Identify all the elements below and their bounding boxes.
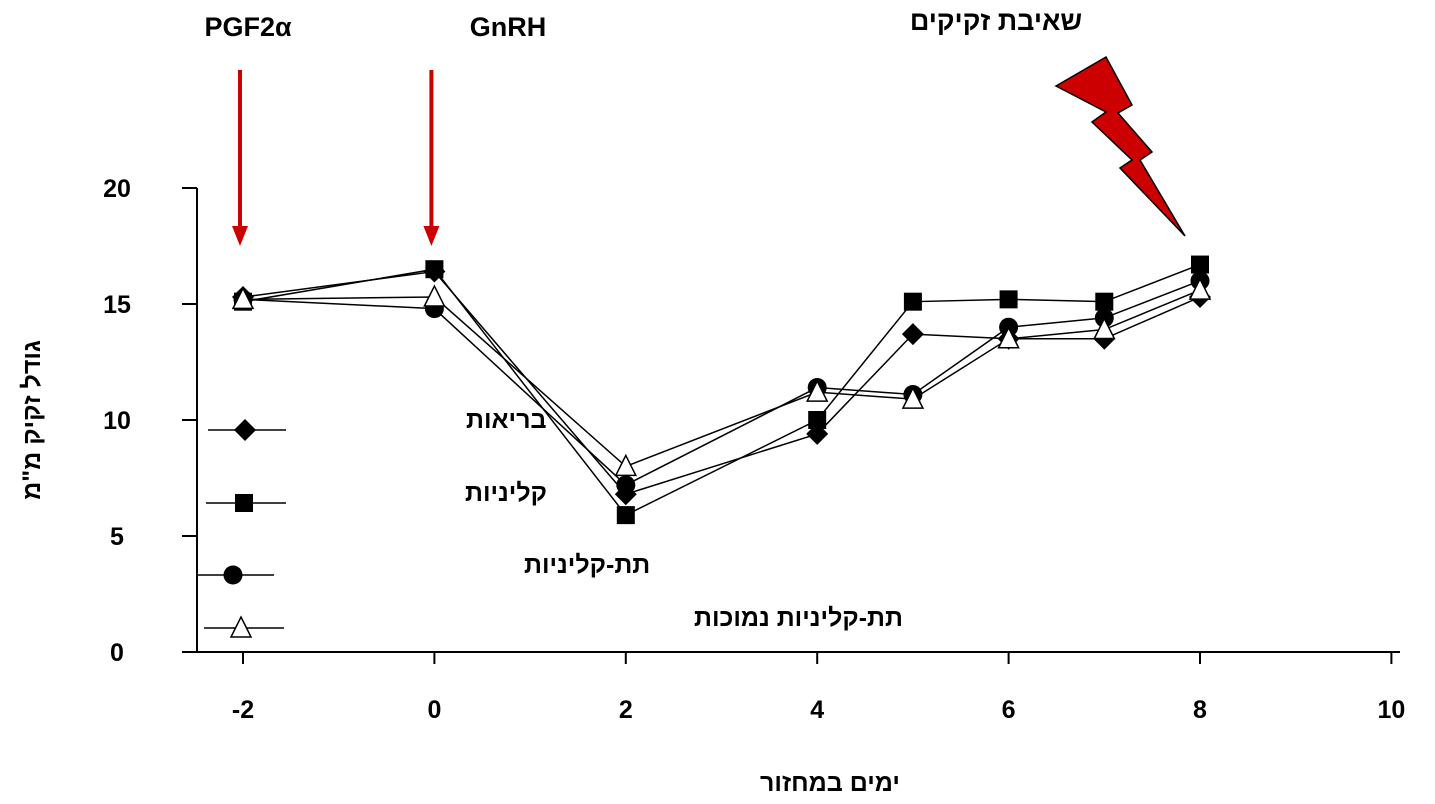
data-point-square [1095,292,1114,311]
x-tick-label: 8 [1193,696,1207,724]
annotation-label: שאיבת זקיקים [910,6,1082,36]
x-tick-label: 0 [427,696,441,724]
legend-label: קליניות [465,479,547,507]
series-markers [231,255,1212,525]
y-axis-label: גודל זקיק מ"מ [18,340,46,500]
red-arrow-head [423,226,440,246]
annotation-label: GnRH [470,12,547,42]
x-tick-label: 6 [1002,696,1016,724]
x-tick-label: -2 [232,696,254,724]
x-tick-label: 10 [1377,696,1405,724]
red-arrow-head [232,226,248,246]
axes [182,188,1400,653]
data-point-square [999,290,1018,309]
y-tick-label: 20 [103,175,131,203]
y-tick-label: 10 [103,407,131,435]
legend-label: בריאות [466,406,547,434]
x-axis-label: ימים במחזור [760,769,900,797]
series-line-circle [242,280,1201,486]
series-line-triangle [242,289,1201,468]
legend: בריאות קליניות תת-קליניות תת-קליניות נמוכות [198,406,903,638]
data-point-triangle [231,286,255,310]
data-point-square [903,292,922,311]
legend-marker-circle [223,565,243,585]
y-tick-label: 0 [110,639,124,667]
data-point-square [808,411,827,429]
data-point-triangle [901,386,925,409]
annotations: PGF2α GnRH שאיבת זקיקים [204,6,1186,246]
data-point-triangle [805,379,829,402]
data-point-circle [616,475,636,495]
legend-marker-triangle [229,615,253,638]
data-point-diamond [901,323,924,346]
y-tick-label: 5 [110,523,124,551]
data-point-triangle [997,326,1020,349]
annotation-label: PGF2α [204,12,292,42]
y-tick-label: 15 [103,291,131,319]
axis-ticks: -2 0 2 4 6 8 10 0 5 10 15 20 [103,175,1405,724]
data-point-triangle [614,453,638,477]
legend-label: תת-קליניות [524,551,650,579]
x-tick-label: 2 [619,696,633,724]
data-point-triangle [1188,277,1212,300]
series-line-diamond [242,270,1201,496]
legend-label: תת-קליניות נמוכות [694,604,903,632]
data-point-square [425,260,444,279]
data-point-triangle [423,284,446,307]
data-point-triangle [1093,316,1116,340]
legend-marker-diamond [234,419,256,441]
series-line-square [242,263,1201,517]
data-point-square [616,506,635,525]
data-point-square [1191,255,1209,274]
lightning-bolt-icon [1054,55,1186,237]
series-lines [242,263,1201,517]
x-tick-label: 4 [810,696,824,724]
legend-marker-square [235,494,253,512]
